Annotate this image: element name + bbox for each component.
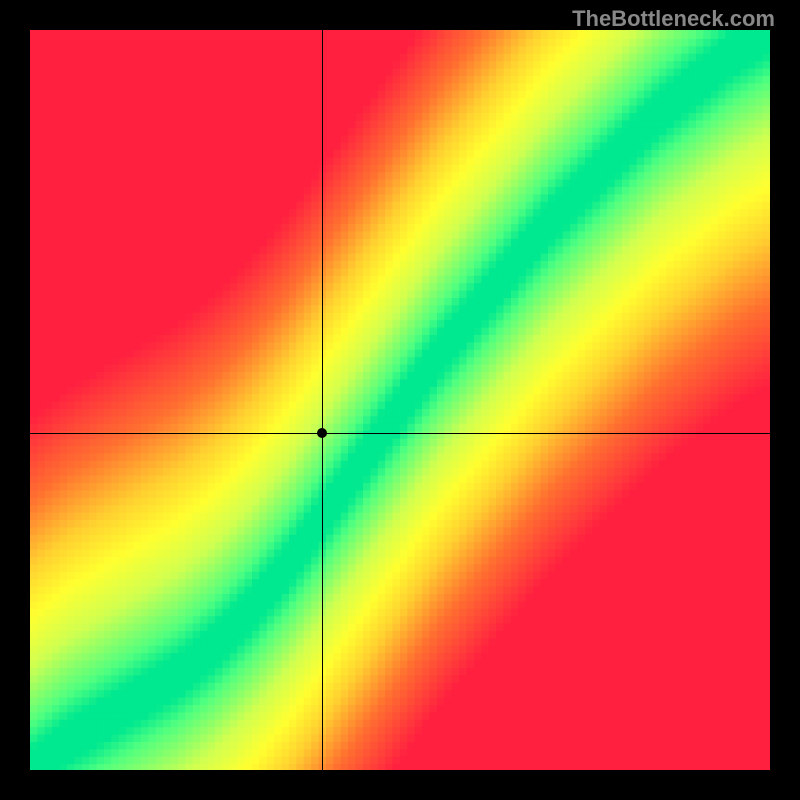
- bottleneck-heatmap: [30, 30, 770, 770]
- crosshair-horizontal: [30, 433, 770, 434]
- crosshair-vertical: [322, 30, 323, 770]
- heatmap-canvas: [30, 30, 770, 770]
- data-point-marker: [317, 428, 327, 438]
- watermark-text: TheBottleneck.com: [572, 6, 775, 32]
